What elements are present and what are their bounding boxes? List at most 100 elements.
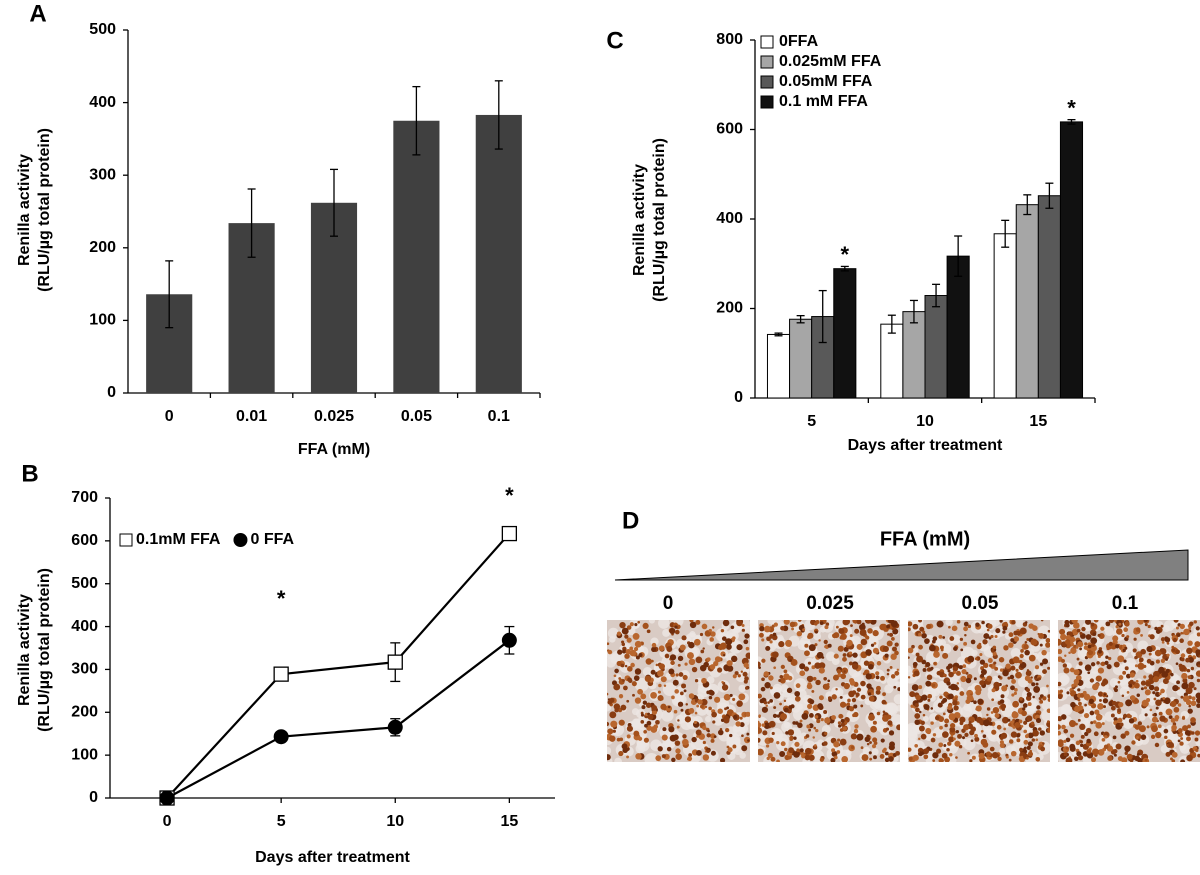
stained-nucleus [1159, 648, 1164, 653]
y-axis-label: Renilla activity [16, 154, 33, 266]
stained-nucleus [634, 623, 638, 627]
y-tick-label: 100 [71, 746, 98, 763]
stained-nucleus [743, 679, 748, 684]
stained-nucleus [832, 674, 839, 681]
stained-nucleus [1046, 684, 1049, 688]
stained-nucleus [725, 638, 733, 646]
cell [793, 678, 808, 692]
stained-nucleus [706, 749, 710, 753]
stained-nucleus [741, 734, 744, 738]
stained-nucleus [884, 757, 890, 762]
stained-nucleus [1110, 713, 1115, 718]
stained-nucleus [1170, 672, 1174, 677]
stained-nucleus [1113, 717, 1118, 722]
stained-nucleus [1077, 641, 1084, 648]
stained-nucleus [795, 742, 799, 747]
stained-nucleus [691, 666, 698, 673]
stained-nucleus [1146, 658, 1152, 664]
stained-nucleus [1034, 677, 1038, 681]
stained-nucleus [986, 707, 991, 711]
stained-nucleus [942, 652, 949, 659]
stained-nucleus [727, 747, 733, 753]
stained-nucleus [695, 729, 702, 736]
stained-nucleus [955, 729, 960, 734]
stained-nucleus [737, 674, 741, 678]
stained-nucleus [1046, 708, 1050, 713]
stained-nucleus [674, 625, 678, 629]
stained-nucleus [1187, 675, 1192, 679]
stained-nucleus [733, 715, 738, 720]
stained-nucleus [958, 744, 963, 749]
stained-nucleus [1022, 707, 1026, 711]
stained-nucleus [1179, 638, 1184, 644]
stained-nucleus [1087, 671, 1091, 675]
stained-nucleus [1144, 623, 1148, 627]
stained-nucleus [1073, 678, 1080, 685]
y-tick-label: 200 [89, 239, 116, 256]
stained-nucleus [708, 695, 713, 700]
stained-nucleus [620, 704, 627, 711]
stained-nucleus [1058, 724, 1061, 730]
stained-nucleus [852, 652, 858, 658]
stained-nucleus [986, 628, 990, 632]
stained-nucleus [1024, 621, 1028, 624]
stained-nucleus [1135, 679, 1139, 683]
stained-nucleus [1089, 710, 1095, 716]
stained-nucleus [688, 693, 695, 699]
cell [1109, 677, 1120, 688]
stained-nucleus [1135, 627, 1141, 632]
stained-nucleus [1108, 620, 1115, 623]
stained-nucleus [685, 703, 688, 706]
stained-nucleus [1173, 706, 1180, 713]
stained-nucleus [661, 754, 666, 759]
stained-nucleus [1171, 724, 1177, 731]
stained-nucleus [970, 639, 976, 645]
stained-nucleus [744, 686, 749, 690]
stained-nucleus [640, 693, 647, 700]
stained-nucleus [674, 689, 679, 694]
stained-nucleus [896, 724, 900, 731]
stained-nucleus [1171, 759, 1176, 762]
stained-nucleus [1041, 649, 1047, 656]
stained-nucleus [932, 733, 937, 737]
stained-nucleus [687, 756, 693, 762]
stained-nucleus [980, 738, 988, 746]
stained-nucleus [762, 730, 768, 736]
stained-nucleus [658, 663, 665, 670]
stained-nucleus [1185, 699, 1192, 706]
image-label: 0 [663, 593, 674, 614]
stained-nucleus [646, 720, 652, 726]
stained-nucleus [607, 692, 609, 696]
stained-nucleus [818, 667, 825, 674]
stained-nucleus [702, 754, 710, 761]
stained-nucleus [846, 702, 851, 706]
stained-nucleus [1002, 716, 1009, 724]
stained-nucleus [823, 741, 828, 746]
stained-nucleus [617, 649, 623, 655]
stained-nucleus [949, 723, 956, 729]
stained-nucleus [1077, 698, 1081, 702]
stained-nucleus [1113, 753, 1117, 757]
stained-nucleus [991, 698, 995, 702]
stained-nucleus [1157, 724, 1162, 729]
stained-nucleus [882, 645, 889, 653]
stained-nucleus [1027, 751, 1034, 757]
stained-nucleus [796, 631, 803, 637]
stained-nucleus [954, 740, 961, 747]
x-tick-label: 0 [163, 813, 172, 830]
stained-nucleus [872, 737, 878, 743]
stained-nucleus [1154, 649, 1162, 657]
y-tick-label: 600 [716, 121, 743, 138]
cell [963, 738, 976, 751]
stained-nucleus [1023, 746, 1027, 750]
stained-nucleus [925, 680, 932, 687]
stained-nucleus [870, 725, 877, 733]
stained-nucleus [913, 670, 920, 677]
stained-nucleus [1088, 698, 1095, 705]
stained-nucleus [651, 705, 658, 711]
stained-nucleus [770, 756, 776, 762]
stained-nucleus [890, 620, 898, 628]
marker [273, 666, 289, 682]
stained-nucleus [1160, 624, 1164, 628]
stained-nucleus [689, 620, 694, 623]
